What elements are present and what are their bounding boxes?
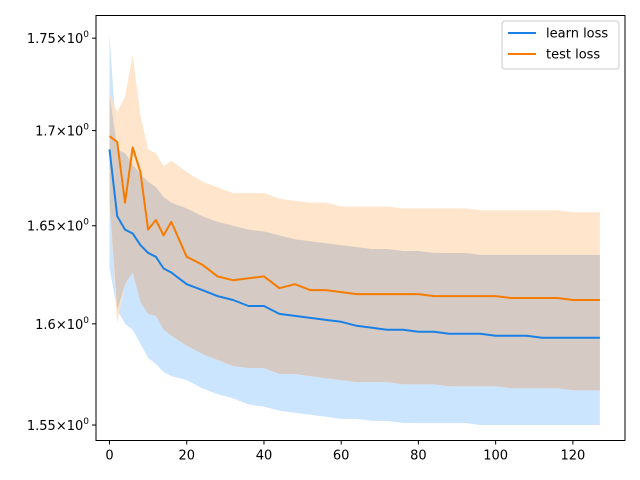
y-tick-label: 1.65×100 (27, 218, 89, 235)
x-tick-label: 40 (256, 449, 273, 464)
y-tick-label: 1.6×100 (35, 316, 89, 333)
test-loss-line (108, 135, 600, 301)
x-tick-label: 0 (105, 449, 113, 464)
y-tick-label: 1.7×100 (35, 123, 89, 140)
x-tick-label: 60 (333, 449, 350, 464)
plot-frame (95, 15, 626, 441)
learn-loss-line (108, 149, 600, 339)
x-tick-label: 120 (560, 449, 585, 464)
y-tick-label: 1.75×100 (27, 30, 89, 47)
legend-learn-loss-label: learn loss (546, 27, 608, 42)
x-tick-label: 100 (483, 449, 508, 464)
y-tick-label: 1.55×100 (27, 417, 89, 434)
series-lines (108, 135, 600, 339)
legend-test-loss-label: test loss (546, 48, 600, 63)
band-overlap (109, 93, 600, 391)
legend: learn loss test loss (501, 20, 620, 70)
x-tick-label: 80 (410, 449, 427, 464)
y-axis: 1.55×100 1.6×100 1.65×100 1.7×100 1.75×100 (27, 30, 96, 434)
x-axis: 0 20 40 60 80 100 120 (105, 440, 585, 464)
x-tick-label: 20 (178, 449, 195, 464)
confidence-bands (109, 34, 600, 425)
